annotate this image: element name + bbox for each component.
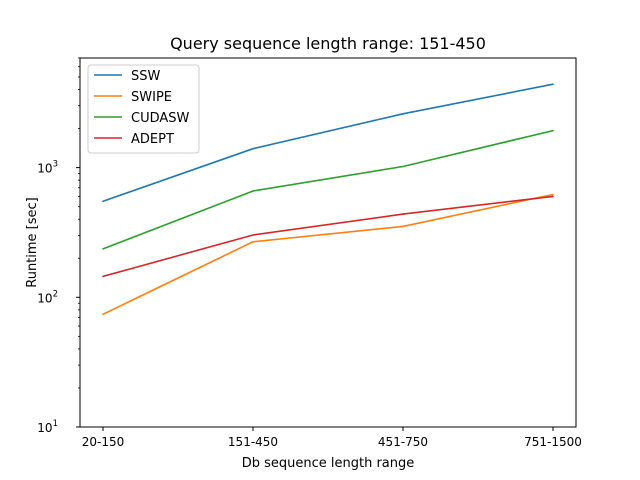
data-point-ssw-0	[102, 200, 104, 203]
series-line-cudasw	[102, 129, 554, 250]
data-point-adept-2	[402, 213, 404, 215]
chart-title: Query sequence length range: 151-450	[170, 34, 486, 53]
legend-label-adept: ADEPT	[131, 132, 174, 147]
data-point-adept-1	[252, 234, 254, 236]
data-point-ssw-3	[552, 83, 554, 85]
y-tick-label: 102	[37, 289, 58, 305]
series-line-swipe	[102, 193, 554, 316]
y-tick-label: 101	[37, 419, 58, 435]
data-point-ssw-1	[252, 147, 254, 150]
x-tick-label: 751-1500	[524, 435, 582, 449]
legend-box	[87, 64, 200, 154]
y-axis-label: Runtime [sec]	[25, 197, 40, 288]
data-point-swipe-3	[552, 193, 554, 196]
data-point-cudasw-1	[252, 190, 254, 192]
data-point-swipe-2	[402, 225, 404, 228]
data-point-swipe-1	[252, 241, 254, 243]
x-axis-label: Db sequence length range	[242, 456, 415, 471]
x-tick-label: 20-150	[82, 435, 125, 449]
series-line-ssw	[102, 83, 554, 203]
data-point-swipe-0	[102, 313, 104, 316]
plot-series-group	[102, 83, 554, 316]
x-tick-label: 151-450	[228, 435, 278, 449]
data-point-adept-0	[102, 275, 104, 278]
legend-label-ssw: SSW	[131, 69, 161, 84]
data-point-adept-3	[552, 195, 554, 198]
legend-label-swipe: SWIPE	[131, 90, 172, 105]
series-line-adept	[102, 195, 554, 278]
data-point-cudasw-0	[102, 248, 104, 250]
data-point-ssw-2	[402, 113, 404, 115]
data-point-cudasw-3	[552, 129, 554, 132]
chart-legend: SSW SWIPE CUDASW ADEPT	[87, 64, 200, 154]
legend-label-cudasw: CUDASW	[131, 111, 190, 126]
x-tick-label: 451-750	[378, 435, 428, 449]
data-point-cudasw-2	[402, 165, 404, 168]
plot-area-frame	[79, 57, 577, 428]
axis-ticks-group: 20-150 151-450 451-750 751-1500 101 102 103	[37, 57, 582, 449]
y-tick-label: 103	[37, 160, 58, 176]
